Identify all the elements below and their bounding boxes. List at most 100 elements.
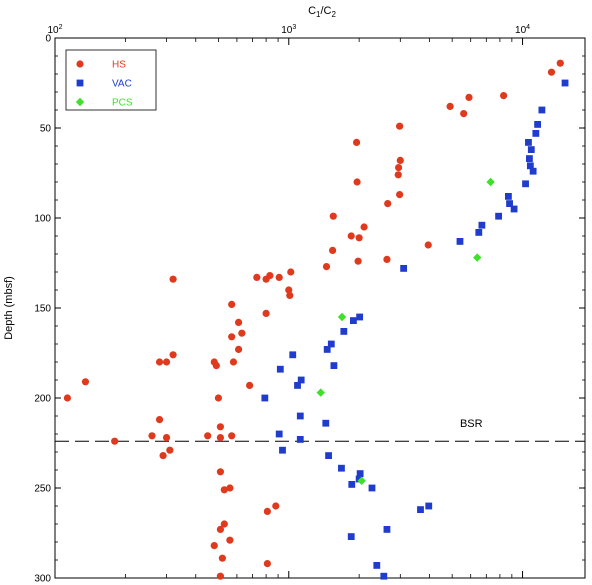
- y-tick-label: 300: [34, 574, 51, 585]
- vac-point: [296, 436, 304, 443]
- plot-frame: [54, 37, 586, 579]
- vac-point: [338, 464, 345, 472]
- vac-point: [340, 328, 348, 335]
- vac-point: [475, 229, 483, 236]
- vac-point: [368, 484, 376, 492]
- x-tick-label: 103: [281, 24, 296, 36]
- vac-point: [510, 205, 518, 213]
- pcs-point: [316, 388, 325, 397]
- pcs-point: [473, 253, 482, 262]
- legend-label-pcs: PCS: [112, 98, 133, 109]
- hs-point: [395, 164, 403, 172]
- legend-marker-pcs: [75, 97, 85, 107]
- vac-point: [456, 238, 464, 245]
- hs-point: [556, 59, 564, 67]
- vac-point: [561, 79, 569, 87]
- hs-point: [216, 572, 225, 580]
- hs-point: [272, 502, 280, 510]
- hs-point: [329, 246, 337, 254]
- vac-point: [373, 562, 381, 569]
- hs-point: [162, 434, 171, 442]
- vac-point: [506, 200, 513, 207]
- hs-point: [246, 381, 254, 389]
- vac-point: [383, 526, 391, 533]
- vac-point: [297, 376, 305, 384]
- vac-point: [322, 419, 330, 427]
- vac-point: [380, 572, 388, 580]
- reference-lines: BSR: [55, 418, 585, 442]
- vac-point: [261, 394, 269, 402]
- hs-point: [220, 520, 228, 528]
- hs-point: [547, 68, 556, 76]
- hs-point: [383, 255, 391, 263]
- y-tick-label: 100: [34, 214, 51, 225]
- hs-point: [460, 110, 468, 118]
- hs-point: [329, 212, 337, 220]
- x-tick-label: 102: [47, 24, 62, 36]
- y-axis-title: Depth (mbsf): [3, 276, 15, 340]
- hs-point: [396, 122, 404, 130]
- legend-label-hs: HS: [112, 60, 126, 71]
- axes: 0 50 100 150 200 250 300 102 103 104: [34, 24, 585, 585]
- hs-point: [228, 432, 236, 440]
- hs-point: [286, 291, 294, 299]
- vac-point: [348, 481, 356, 488]
- legend-label-vac: VAC: [112, 79, 132, 90]
- vac-point: [276, 365, 284, 373]
- hs-point: [212, 362, 220, 370]
- hs-point: [216, 423, 225, 431]
- hs-point: [111, 437, 119, 445]
- data-points: [63, 59, 569, 580]
- hs-point: [263, 560, 271, 568]
- legend: HS VAC PCS: [65, 49, 157, 111]
- vac-point: [532, 130, 540, 137]
- hs-point: [218, 554, 226, 562]
- hs-point: [214, 394, 222, 402]
- hs-point: [234, 318, 243, 326]
- legend-items: HS VAC PCS: [75, 60, 133, 109]
- hs-point: [148, 432, 156, 440]
- hs-point: [347, 232, 355, 240]
- series-pcs: [316, 177, 495, 485]
- vac-point: [330, 362, 338, 369]
- hs-point: [234, 345, 243, 353]
- hs-point: [253, 273, 261, 281]
- vac-point: [296, 412, 304, 420]
- vac-point: [279, 446, 286, 454]
- vac-point: [356, 313, 364, 321]
- hs-point: [210, 542, 218, 550]
- vac-point: [325, 452, 332, 459]
- vac-point: [526, 162, 534, 170]
- bsr-label: BSR: [460, 418, 483, 430]
- vac-point: [425, 502, 433, 510]
- hs-point: [384, 200, 392, 208]
- hs-point: [396, 156, 404, 164]
- hs-point: [285, 286, 293, 294]
- hs-point: [322, 263, 331, 271]
- hs-point: [394, 171, 402, 179]
- hs-point: [262, 275, 270, 283]
- vac-point: [505, 193, 512, 200]
- vac-point: [417, 506, 424, 513]
- hs-point: [354, 257, 362, 265]
- hs-point: [353, 178, 361, 186]
- vac-point: [400, 265, 408, 272]
- vac-point: [275, 430, 283, 438]
- hs-point: [275, 273, 283, 281]
- vac-point: [323, 346, 331, 353]
- hs-point: [465, 93, 473, 101]
- hs-point: [262, 309, 270, 317]
- hs-point: [352, 138, 361, 146]
- hs-point: [263, 507, 271, 515]
- pcs-point: [486, 177, 495, 187]
- hs-point: [204, 432, 212, 440]
- y-tick-label: 250: [34, 484, 51, 495]
- legend-marker-hs: [76, 60, 84, 68]
- hs-point: [155, 358, 164, 366]
- vac-point: [522, 180, 529, 188]
- vac-point: [327, 340, 335, 348]
- hs-point: [238, 329, 246, 337]
- vac-point: [289, 351, 297, 359]
- hs-point: [159, 452, 167, 460]
- y-tick-label: 150: [34, 304, 51, 315]
